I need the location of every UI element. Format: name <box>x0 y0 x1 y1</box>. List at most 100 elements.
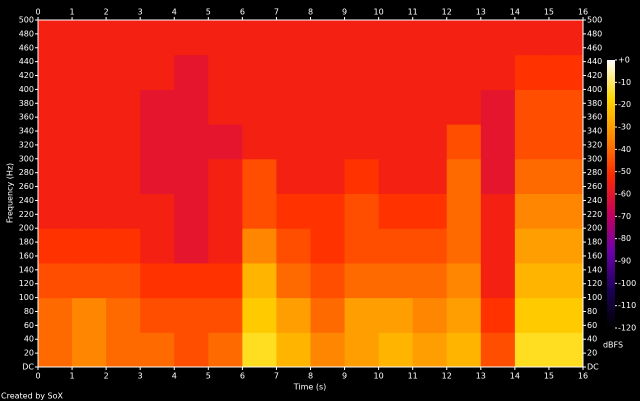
colorbar-tick-label: -30 <box>618 123 631 132</box>
heatmap-cell <box>106 158 141 194</box>
heatmap-cell <box>72 228 107 264</box>
heatmap-cell <box>480 193 516 229</box>
y-tick-label-right: 100 <box>587 293 602 302</box>
heatmap-cell <box>378 193 414 229</box>
heatmap-cell <box>412 193 448 229</box>
y-tick-label-right: 480 <box>587 29 602 38</box>
y-tick-label-right: 420 <box>587 71 602 80</box>
heatmap-cell <box>378 158 414 194</box>
heatmap-cell <box>344 54 380 90</box>
heatmap-cell <box>276 158 311 194</box>
y-tick-label: 440 <box>19 57 34 66</box>
heatmap-cell <box>242 228 277 264</box>
y-tick-label: 220 <box>19 210 34 219</box>
y-tick-label-right: 60 <box>587 321 597 330</box>
x-tick-label: 8 <box>308 372 313 381</box>
heatmap-cell <box>548 332 584 368</box>
colorbar-tick-label: -80 <box>618 234 631 243</box>
heatmap-cell <box>242 158 277 194</box>
colorbar-tick-label: -70 <box>618 212 631 221</box>
y-tick-label: 380 <box>19 99 34 108</box>
heatmap-cell <box>106 332 141 368</box>
heatmap-cell <box>446 89 482 125</box>
x-tick-label: 5 <box>206 372 211 381</box>
colorbar-tick-label: -10 <box>618 78 631 87</box>
y-tick-label: 240 <box>19 196 34 205</box>
heatmap-cell <box>412 124 448 160</box>
y-tick-label: 120 <box>19 279 34 288</box>
heatmap-cell <box>480 262 516 299</box>
y-tick-label: 320 <box>19 140 34 149</box>
heatmap-cell <box>38 332 73 368</box>
heatmap-cell <box>208 158 243 194</box>
heatmap-cell <box>480 332 516 368</box>
heatmap-cell <box>310 158 346 194</box>
x-tick-label-top: 11 <box>408 8 418 17</box>
heatmap-cell <box>412 228 448 264</box>
x-tick-label-top: 8 <box>308 8 313 17</box>
heatmap-cell <box>242 54 277 90</box>
heatmap-cell <box>242 89 277 125</box>
heatmap-cell <box>514 20 550 56</box>
x-tick-label-top: 13 <box>476 8 486 17</box>
colorbar-tick-label: +0 <box>618 56 630 65</box>
heatmap-cell <box>548 228 584 264</box>
heatmap-cell <box>174 54 209 90</box>
heatmap-cell <box>276 54 311 90</box>
heatmap-cell <box>514 158 550 194</box>
heatmap-cell <box>208 228 243 264</box>
heatmap-cell <box>106 54 141 90</box>
y-tick-label: 80 <box>24 307 34 316</box>
heatmap-cell <box>378 54 414 90</box>
heatmap-cell <box>446 332 482 368</box>
y-tick-label: 360 <box>19 113 34 122</box>
heatmap-cell <box>106 228 141 264</box>
heatmap-cell <box>310 228 346 264</box>
heatmap-cell <box>106 297 141 333</box>
heatmap-cell <box>242 332 277 368</box>
heatmap-cell <box>378 297 414 333</box>
heatmap-cell <box>548 124 584 160</box>
colorbar-tick-label: -60 <box>618 190 631 199</box>
heatmap-cell <box>140 89 175 125</box>
heatmap-cell <box>106 20 141 56</box>
heatmap-cell <box>140 158 175 194</box>
heatmap-cell <box>412 20 448 56</box>
x-tick-label-top: 4 <box>172 8 177 17</box>
heatmap-cell <box>72 332 107 368</box>
y-tick-label: 280 <box>19 168 34 177</box>
heatmap-cell <box>514 89 550 125</box>
heatmap-cell <box>174 228 209 264</box>
heatmap-cell <box>310 332 346 368</box>
heatmap-cell <box>446 158 482 194</box>
heatmap-cell <box>174 89 209 125</box>
x-tick-label: 16 <box>578 372 588 381</box>
heatmap-cell <box>174 158 209 194</box>
colorbar-tick-label: -90 <box>618 257 631 266</box>
y-tick-label: 460 <box>19 43 34 52</box>
y-tick-label: 420 <box>19 71 34 80</box>
heatmap-cell <box>378 89 414 125</box>
y-tick-label: 200 <box>19 224 34 233</box>
x-tick-label: 13 <box>476 372 486 381</box>
heatmap-cell <box>276 124 311 160</box>
colorbar-tick-label: -100 <box>618 279 636 288</box>
heatmap-cell <box>480 89 516 125</box>
y-tick-label-right: 40 <box>587 335 597 344</box>
heatmap-cell <box>38 228 73 264</box>
y-tick-label: 20 <box>24 349 34 358</box>
colorbar-label: dBFS <box>603 341 623 350</box>
heatmap-cell <box>140 332 175 368</box>
x-tick-label: 1 <box>70 372 75 381</box>
heatmap-cell <box>344 228 380 264</box>
y-tick-label: 180 <box>19 238 34 247</box>
heatmap-cell <box>412 297 448 333</box>
heatmap-cell <box>548 20 584 56</box>
x-tick-label-top: 1 <box>70 8 75 17</box>
heatmap-cell <box>446 124 482 160</box>
heatmap-cell <box>548 89 584 125</box>
heatmap-cell <box>446 20 482 56</box>
heatmap-cell <box>208 54 243 90</box>
heatmap-cell <box>106 262 141 299</box>
heatmap-cell <box>446 297 482 333</box>
